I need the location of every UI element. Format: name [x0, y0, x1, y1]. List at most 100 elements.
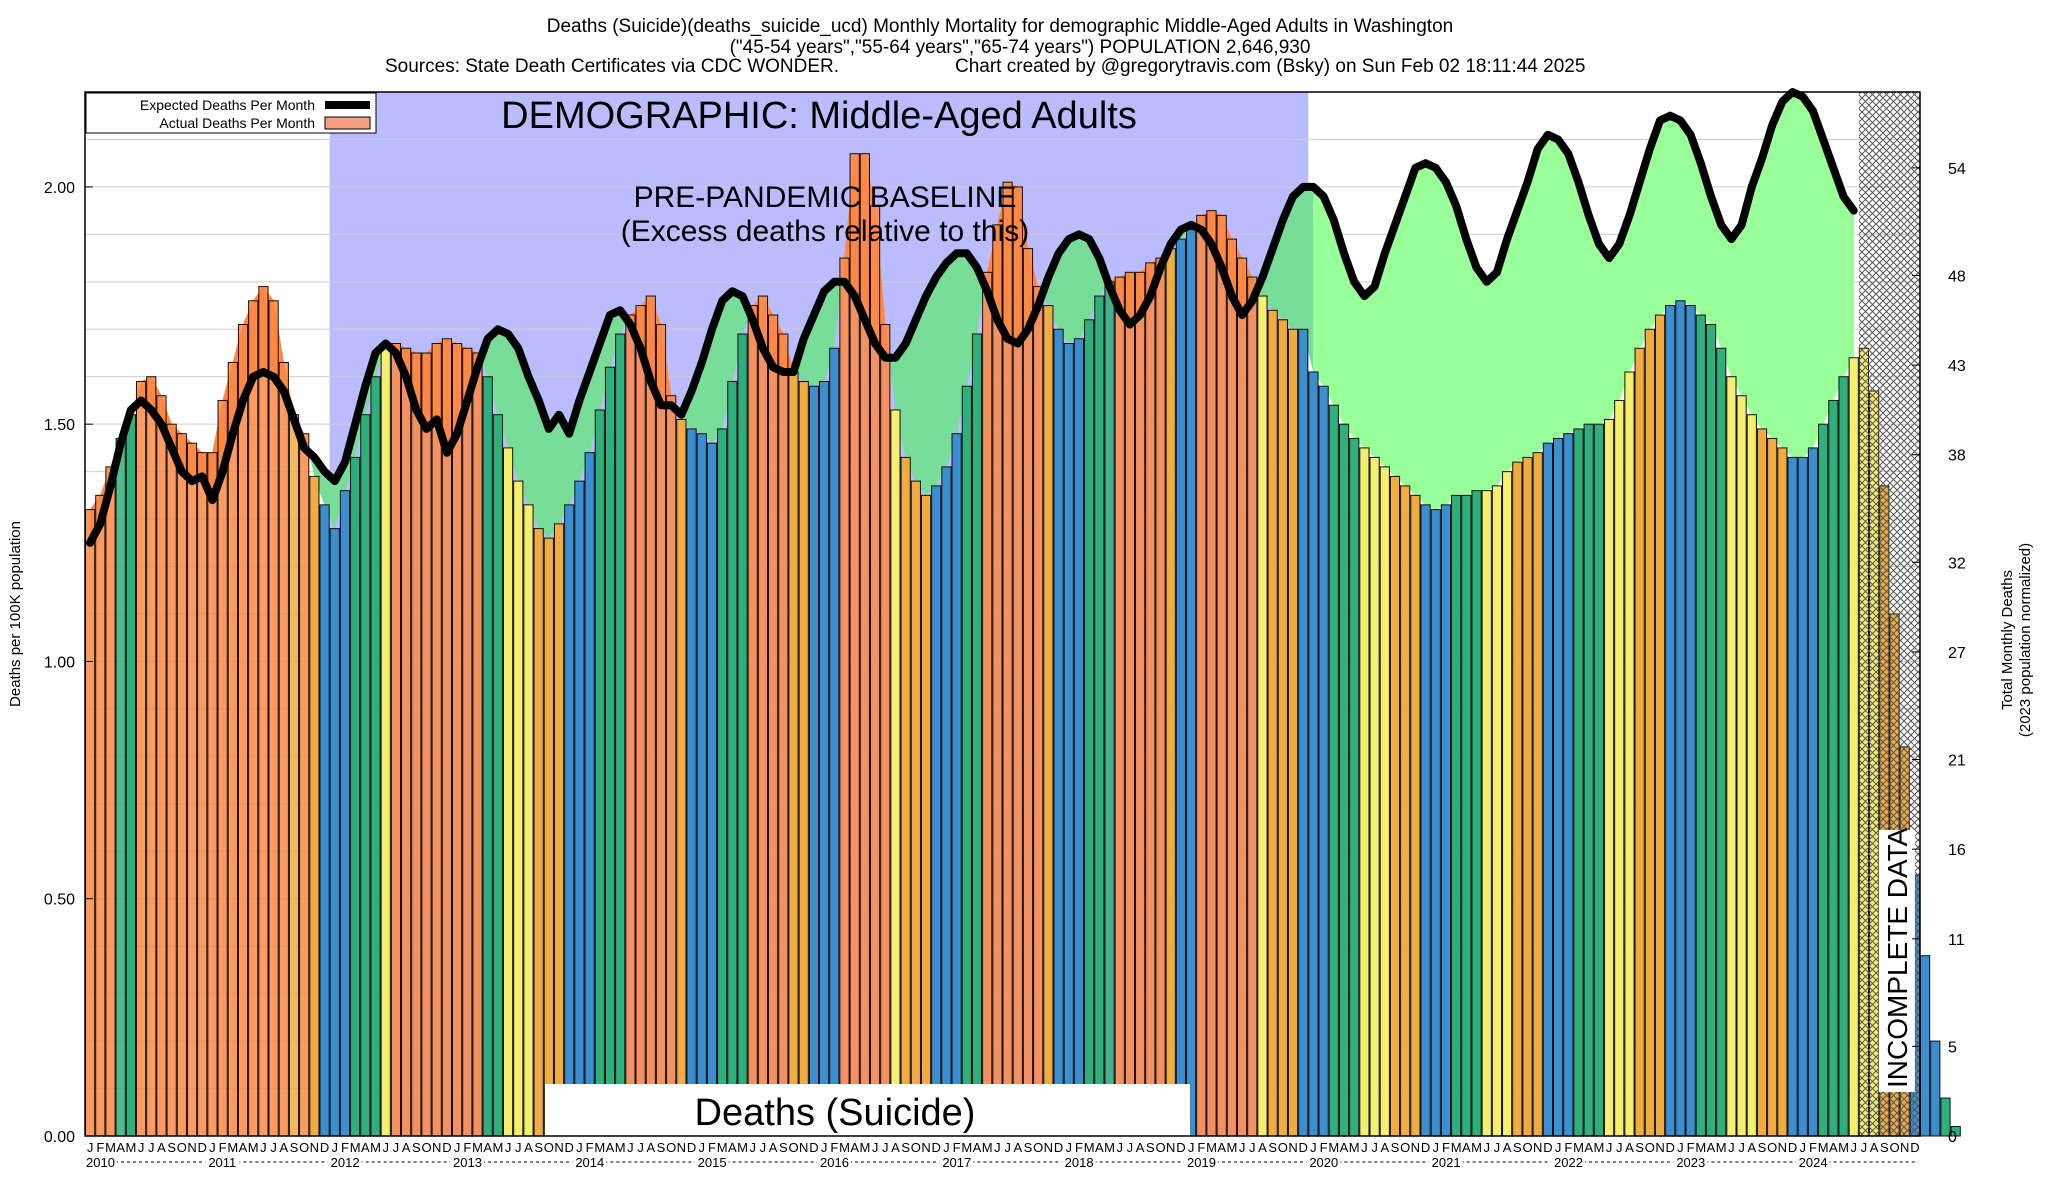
- month-label: N: [1900, 1140, 1909, 1155]
- bar: [1236, 257, 1248, 1137]
- legend: Expected Deaths Per Month Actual Deaths …: [85, 92, 377, 134]
- month-label: D: [1543, 1140, 1552, 1155]
- month-label: S: [1024, 1140, 1033, 1155]
- month-label: N: [310, 1140, 319, 1155]
- month-label: J: [1371, 1140, 1378, 1155]
- bar: [839, 257, 850, 1137]
- year-label: 2019: [1187, 1155, 1216, 1170]
- y-tick-label: 1.50: [44, 417, 75, 434]
- chart-title: Deaths (Suicide)(deaths_suicide_ucd) Mon…: [385, 16, 1585, 77]
- bar: [1277, 319, 1288, 1137]
- bar: [1838, 376, 1849, 1137]
- bar-series: [85, 153, 1961, 1137]
- month-label: O: [666, 1140, 676, 1155]
- year-label-bg: [819, 1155, 851, 1169]
- gap-fill-segment: [1751, 158, 1763, 430]
- bar: [370, 376, 381, 1137]
- bar: [768, 314, 779, 1137]
- month-label: J: [1483, 1140, 1490, 1155]
- bar: [1695, 314, 1706, 1137]
- month-label: J: [1616, 1140, 1623, 1155]
- month-label: A: [1462, 1140, 1471, 1155]
- right-tick-label: 32: [1948, 555, 1966, 572]
- year-label: 2014: [575, 1155, 604, 1170]
- bar: [1298, 328, 1309, 1137]
- month-label: F: [1197, 1140, 1205, 1155]
- year-label-bg: [1308, 1155, 1341, 1169]
- month-label: A: [1136, 1140, 1145, 1155]
- year-label-bg: [941, 1155, 974, 1169]
- month-label: N: [1411, 1140, 1420, 1155]
- month-label: M: [125, 1140, 136, 1155]
- legend-expected-swatch: [325, 101, 370, 109]
- gap-fill-segment: [1833, 167, 1844, 401]
- month-label: A: [116, 1140, 125, 1155]
- bar: [1257, 295, 1268, 1137]
- month-label: O: [1155, 1140, 1165, 1155]
- bar: [390, 343, 402, 1137]
- bar: [278, 361, 289, 1137]
- legend-expected-label: Expected Deaths Per Month: [140, 97, 315, 113]
- gap-fill-segment: [1802, 95, 1814, 458]
- bar: [992, 224, 1003, 1137]
- year-label: 2015: [698, 1155, 727, 1170]
- gap-fill-segment: [1527, 148, 1538, 458]
- gap-fill-segment: [1680, 119, 1691, 306]
- month-label: M: [1716, 1140, 1727, 1155]
- bar: [829, 347, 840, 1137]
- month-label: N: [432, 1140, 441, 1155]
- bar: [115, 437, 126, 1137]
- month-label: A: [1258, 1140, 1267, 1155]
- month-label: S: [534, 1140, 543, 1155]
- right-tick-label: 38: [1948, 448, 1966, 465]
- month-label: D: [809, 1140, 818, 1155]
- month-label: O: [1767, 1140, 1777, 1155]
- bar: [125, 414, 136, 1137]
- month-label: J: [882, 1140, 889, 1155]
- gap-fill-segment: [1506, 210, 1518, 473]
- month-label: M: [1226, 1140, 1237, 1155]
- month-label: J: [505, 1140, 512, 1155]
- month-label: J: [1361, 1140, 1368, 1155]
- incomplete-label-box: [1878, 830, 1915, 1092]
- right-tick-label: 27: [1948, 645, 1966, 662]
- bar: [1451, 494, 1462, 1137]
- bar: [1767, 437, 1778, 1137]
- month-label: J: [1728, 1140, 1735, 1155]
- month-label: M: [1349, 1140, 1360, 1155]
- year-label: 2023: [1676, 1155, 1705, 1170]
- year-label: 2017: [942, 1155, 971, 1170]
- bar: [880, 324, 891, 1137]
- year-label: 2022: [1554, 1155, 1583, 1170]
- baseline-annotation-note: (Excess deaths relative to this): [621, 215, 1030, 248]
- month-label: M: [248, 1140, 259, 1155]
- bar: [268, 300, 279, 1137]
- gap-fill-segment: [1557, 138, 1569, 439]
- bar: [900, 456, 911, 1137]
- month-label: J: [1677, 1140, 1684, 1155]
- bar: [1175, 238, 1186, 1137]
- expected-deaths-line: [86, 88, 1858, 547]
- bar: [1777, 447, 1788, 1137]
- bar: [1053, 328, 1064, 1137]
- month-label: O: [1400, 1140, 1410, 1155]
- month-label: F: [96, 1140, 104, 1155]
- bar: [1583, 423, 1594, 1137]
- bar: [1736, 395, 1747, 1137]
- bar: [1338, 423, 1350, 1137]
- bar: [574, 480, 585, 1137]
- bar: [584, 452, 595, 1137]
- month-label: A: [1870, 1140, 1879, 1155]
- year-label-bg: [574, 1155, 607, 1169]
- month-label: J: [148, 1140, 155, 1155]
- month-label: J: [627, 1140, 634, 1155]
- bar: [1716, 347, 1727, 1137]
- bar: [288, 414, 300, 1137]
- month-label: N: [677, 1140, 686, 1155]
- month-label: J: [1066, 1140, 1073, 1155]
- month-label: A: [891, 1140, 900, 1155]
- month-label: A: [1095, 1140, 1104, 1155]
- bar: [737, 333, 748, 1137]
- y-tick-label: 2.00: [44, 180, 75, 197]
